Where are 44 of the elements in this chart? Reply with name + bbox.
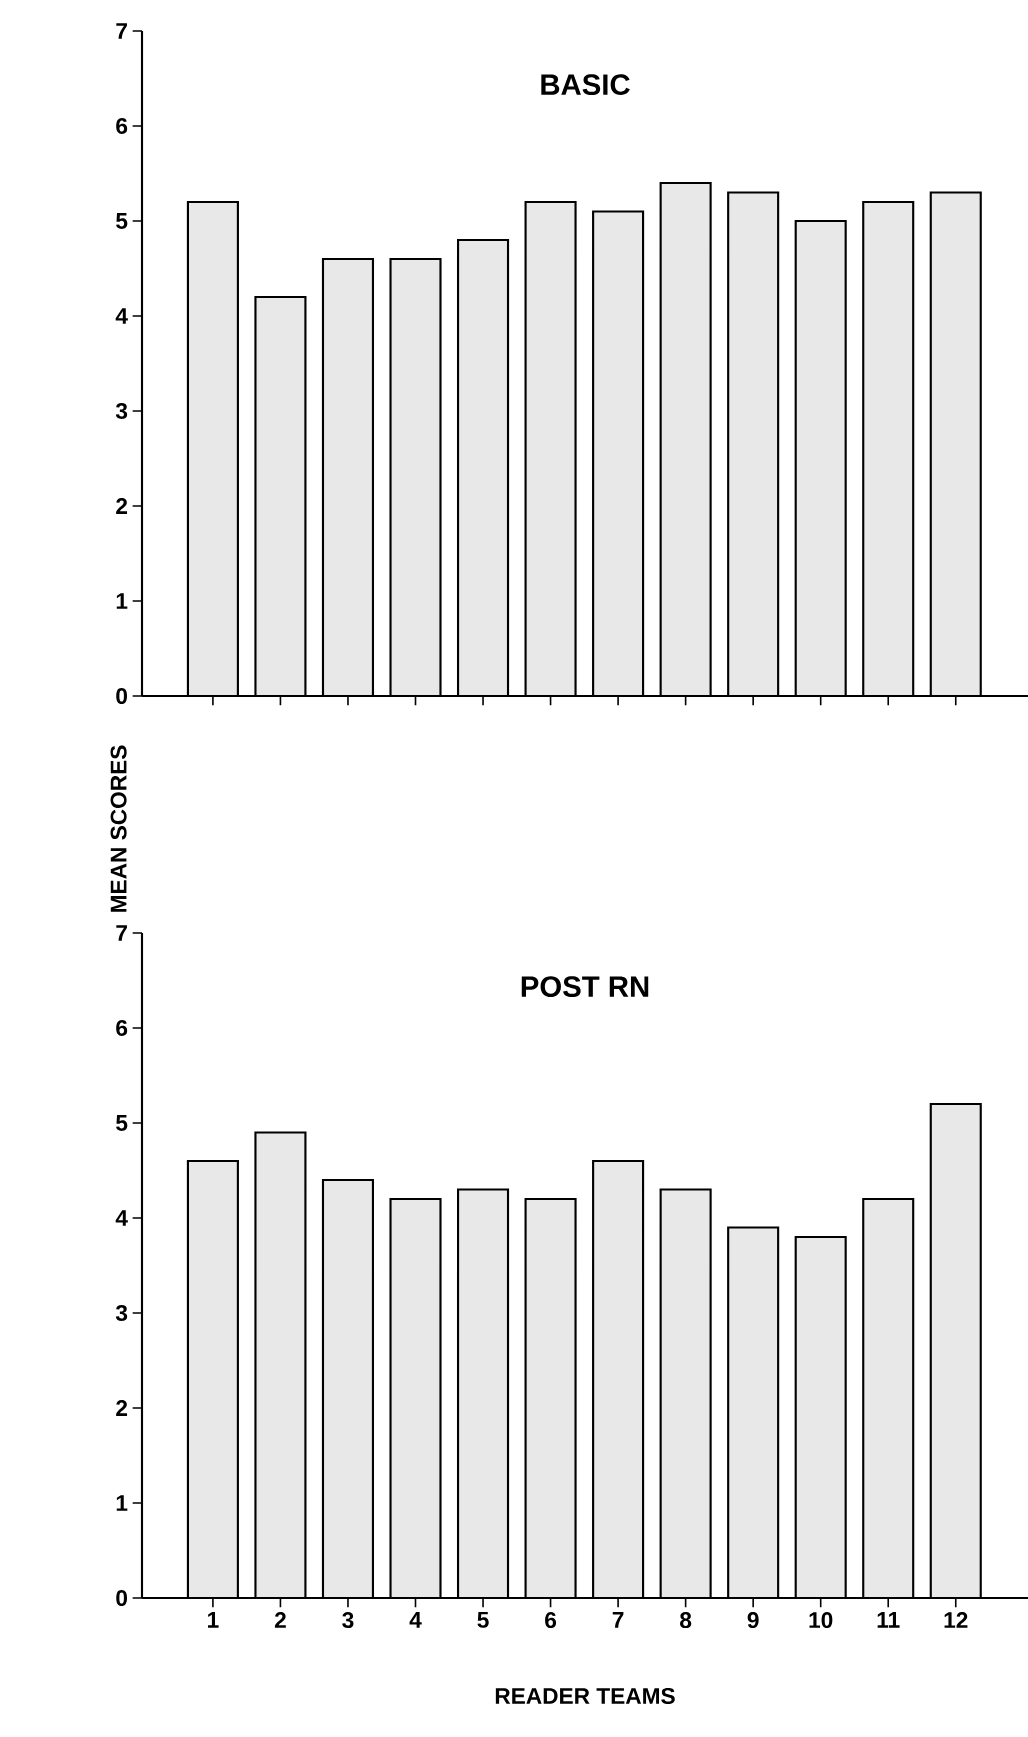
- bar: [929, 191, 982, 696]
- bar: [390, 258, 441, 696]
- bar: [187, 201, 238, 696]
- y-tick-label: 6: [116, 1019, 128, 1037]
- x-tick-label: 2: [274, 1612, 286, 1628]
- y-tick-label: 5: [116, 213, 128, 229]
- x-tick-label: 7: [612, 1612, 624, 1628]
- y-tick-label: 5: [116, 1115, 128, 1131]
- bar: [525, 201, 576, 696]
- x-tick-label: 9: [747, 1612, 759, 1629]
- bar: [795, 220, 846, 696]
- bar: [660, 182, 711, 696]
- x-tick-label: 3: [342, 1612, 354, 1629]
- bar: [593, 211, 644, 696]
- bar: [322, 258, 373, 696]
- x-tick-label: 6: [545, 1612, 557, 1629]
- y-tick-label: 4: [115, 1210, 128, 1226]
- y-tick-label: 2: [116, 1400, 128, 1416]
- y-tick-label: 6: [116, 117, 128, 135]
- y-tick-label: 7: [116, 23, 127, 39]
- x-tick-label: 1: [208, 1612, 219, 1628]
- x-tick-label: 8: [680, 1612, 692, 1629]
- y-tick-label: 0: [116, 1589, 128, 1607]
- y-tick-label: 1: [116, 593, 128, 609]
- x-tick-label: 5: [477, 1612, 489, 1628]
- y-tick-label: 2: [116, 498, 128, 514]
- x-axis-title: READER TEAMS: [495, 1687, 675, 1704]
- text: POST RN: [521, 976, 649, 998]
- x-tick-label: 4: [409, 1612, 422, 1628]
- x-tick-label: 12: [944, 1612, 968, 1628]
- y-tick-label: 0: [116, 687, 128, 705]
- y-axis-title: MEAN SCORES: [110, 745, 127, 912]
- y-tick-label: 3: [115, 402, 128, 420]
- y-tick-label: 7: [116, 925, 127, 941]
- text: BASIC: [541, 74, 630, 96]
- x-tick-label: 11: [877, 1612, 900, 1628]
- bar: [458, 239, 509, 696]
- x-tick-label: 10: [809, 1612, 833, 1629]
- bar: [728, 192, 779, 696]
- y-tick-label: 3: [115, 1304, 128, 1322]
- y-tick-label: 1: [116, 1495, 128, 1511]
- bar: [863, 201, 914, 696]
- y-tick-label: 4: [115, 308, 128, 324]
- bar: [255, 296, 306, 696]
